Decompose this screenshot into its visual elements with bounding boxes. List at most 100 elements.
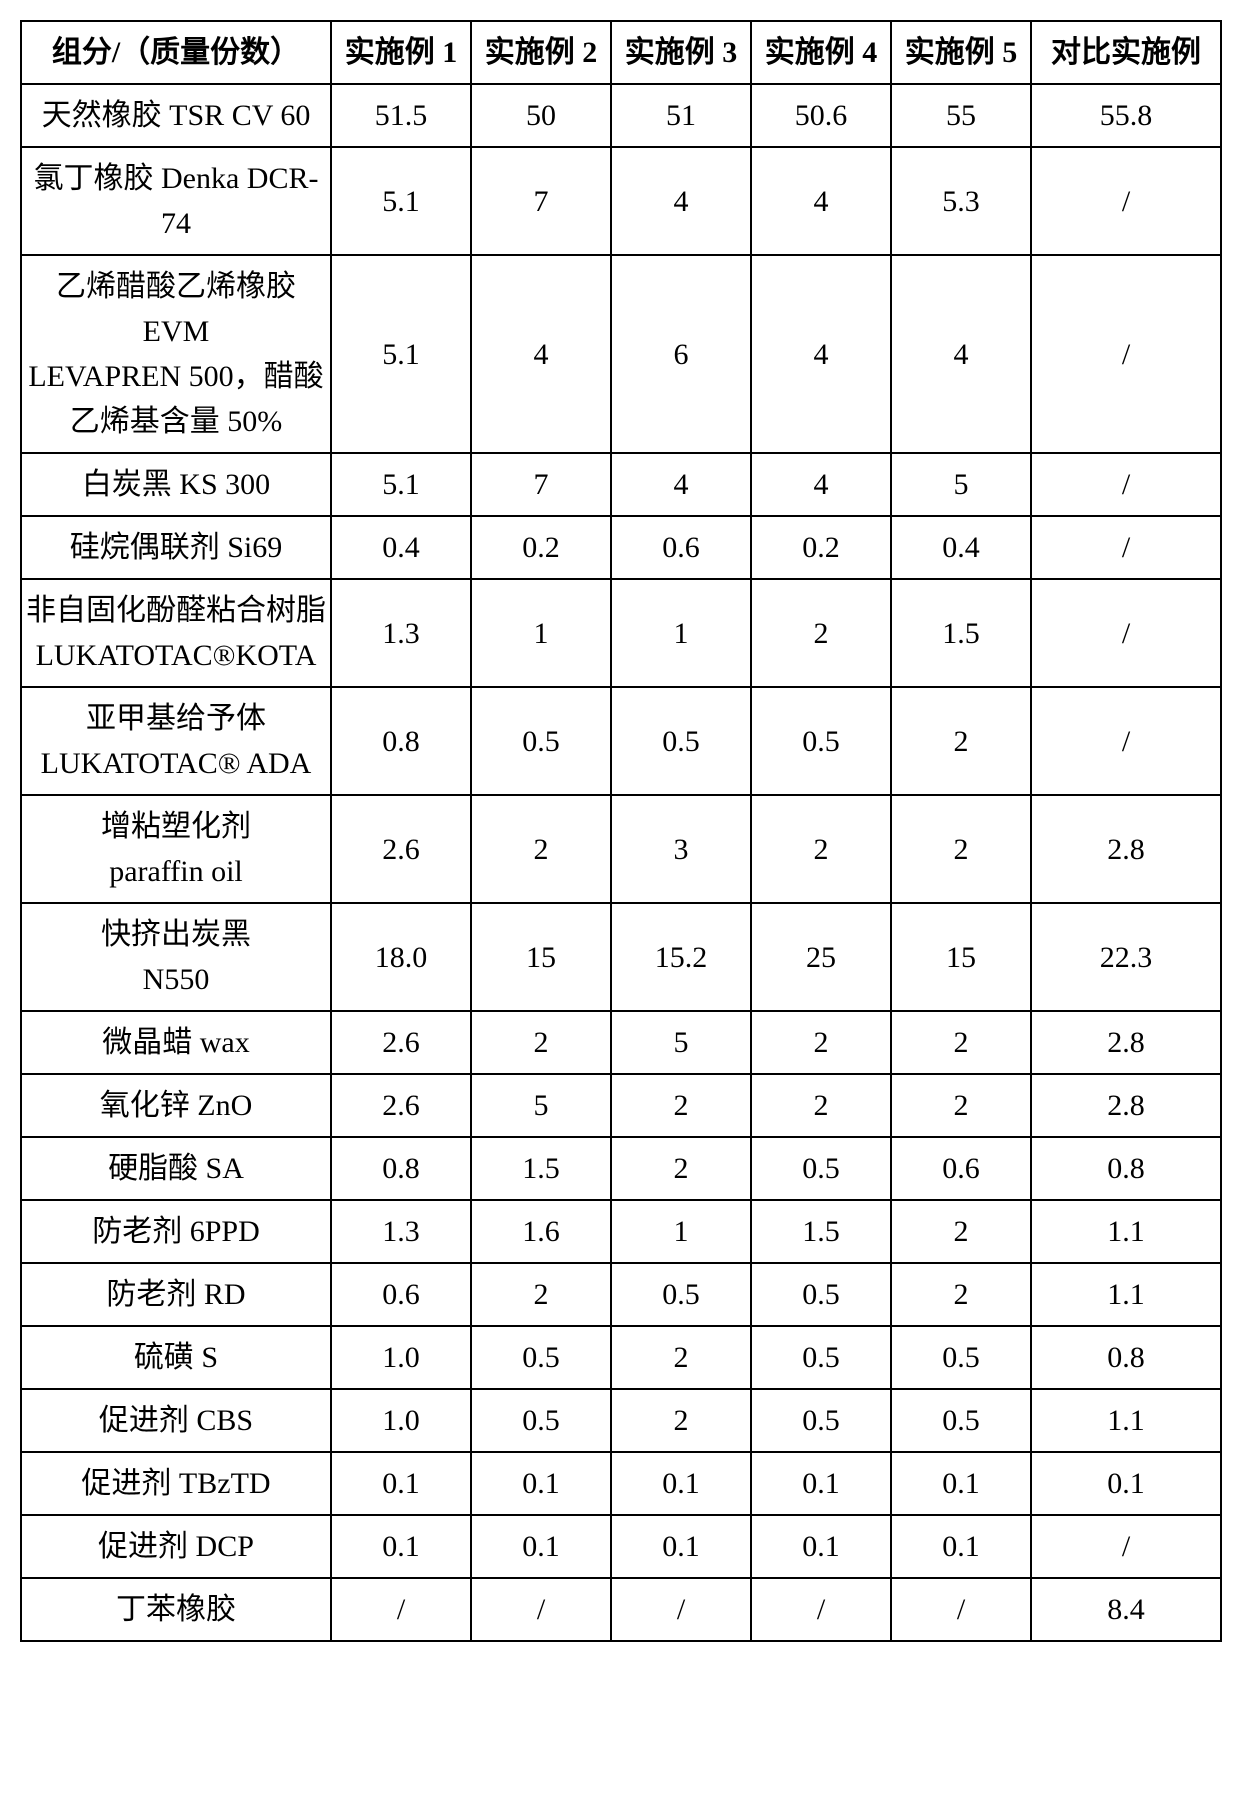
- value-cell: 1.5: [891, 579, 1031, 687]
- value-cell: 2: [751, 579, 891, 687]
- value-cell: /: [1031, 516, 1221, 579]
- value-cell: 1: [611, 579, 751, 687]
- row-label: 促进剂 TBzTD: [21, 1452, 331, 1515]
- table-row: 硫磺 S1.00.520.50.50.8: [21, 1326, 1221, 1389]
- value-cell: 7: [471, 147, 611, 255]
- value-cell: /: [611, 1578, 751, 1641]
- table-row: 非自固化酚醛粘合树脂LUKATOTAC®KOTA1.31121.5/: [21, 579, 1221, 687]
- value-cell: 4: [751, 147, 891, 255]
- value-cell: 4: [891, 255, 1031, 453]
- value-cell: 0.1: [751, 1452, 891, 1515]
- composition-table: 组分/（质量份数） 实施例 1 实施例 2 实施例 3 实施例 4 实施例 5 …: [20, 20, 1222, 1642]
- row-label: 氧化锌 ZnO: [21, 1074, 331, 1137]
- value-cell: 0.5: [751, 1263, 891, 1326]
- value-cell: 2: [611, 1326, 751, 1389]
- value-cell: 1.1: [1031, 1389, 1221, 1452]
- value-cell: /: [1031, 453, 1221, 516]
- value-cell: /: [471, 1578, 611, 1641]
- value-cell: 15.2: [611, 903, 751, 1011]
- value-cell: 0.5: [891, 1389, 1031, 1452]
- table-row: 快挤出炭黑N55018.01515.2251522.3: [21, 903, 1221, 1011]
- value-cell: 7: [471, 453, 611, 516]
- table-row: 氧化锌 ZnO2.652222.8: [21, 1074, 1221, 1137]
- value-cell: 2: [471, 795, 611, 903]
- row-label: 氯丁橡胶 Denka DCR-74: [21, 147, 331, 255]
- value-cell: 1.6: [471, 1200, 611, 1263]
- row-label: 微晶蜡 wax: [21, 1011, 331, 1074]
- header-cell: 实施例 5: [891, 21, 1031, 84]
- value-cell: 0.1: [471, 1452, 611, 1515]
- value-cell: 2.6: [331, 795, 471, 903]
- value-cell: 0.5: [471, 1389, 611, 1452]
- value-cell: 8.4: [1031, 1578, 1221, 1641]
- row-label: 防老剂 RD: [21, 1263, 331, 1326]
- value-cell: 2: [891, 1011, 1031, 1074]
- table-row: 丁苯橡胶/////8.4: [21, 1578, 1221, 1641]
- table-row: 促进剂 CBS1.00.520.50.51.1: [21, 1389, 1221, 1452]
- value-cell: 18.0: [331, 903, 471, 1011]
- header-cell: 实施例 4: [751, 21, 891, 84]
- value-cell: /: [1031, 1515, 1221, 1578]
- table-row: 促进剂 TBzTD0.10.10.10.10.10.1: [21, 1452, 1221, 1515]
- table-row: 氯丁橡胶 Denka DCR-745.17445.3/: [21, 147, 1221, 255]
- table-row: 增粘塑化剂paraffin oil2.623222.8: [21, 795, 1221, 903]
- value-cell: 2.8: [1031, 795, 1221, 903]
- value-cell: 2: [751, 1074, 891, 1137]
- value-cell: 5.1: [331, 453, 471, 516]
- value-cell: /: [1031, 255, 1221, 453]
- value-cell: 0.1: [1031, 1452, 1221, 1515]
- value-cell: 1.3: [331, 1200, 471, 1263]
- row-label: 防老剂 6PPD: [21, 1200, 331, 1263]
- value-cell: 2.8: [1031, 1074, 1221, 1137]
- value-cell: /: [1031, 147, 1221, 255]
- table-row: 白炭黑 KS 3005.17445/: [21, 453, 1221, 516]
- table-head: 组分/（质量份数） 实施例 1 实施例 2 实施例 3 实施例 4 实施例 5 …: [21, 21, 1221, 84]
- value-cell: 1.5: [471, 1137, 611, 1200]
- value-cell: 1.3: [331, 579, 471, 687]
- value-cell: 2.6: [331, 1011, 471, 1074]
- value-cell: 2: [891, 1263, 1031, 1326]
- table-row: 微晶蜡 wax2.625222.8: [21, 1011, 1221, 1074]
- row-label: 丁苯橡胶: [21, 1578, 331, 1641]
- value-cell: 1: [611, 1200, 751, 1263]
- value-cell: 4: [611, 453, 751, 516]
- value-cell: 1: [471, 579, 611, 687]
- value-cell: 0.2: [471, 516, 611, 579]
- value-cell: /: [1031, 687, 1221, 795]
- value-cell: 2: [891, 687, 1031, 795]
- value-cell: 0.1: [891, 1515, 1031, 1578]
- value-cell: 5: [611, 1011, 751, 1074]
- header-cell: 实施例 3: [611, 21, 751, 84]
- value-cell: 1.0: [331, 1326, 471, 1389]
- value-cell: 55.8: [1031, 84, 1221, 147]
- value-cell: /: [751, 1578, 891, 1641]
- header-cell: 实施例 2: [471, 21, 611, 84]
- value-cell: 55: [891, 84, 1031, 147]
- value-cell: /: [891, 1578, 1031, 1641]
- value-cell: 2: [611, 1137, 751, 1200]
- header-row: 组分/（质量份数） 实施例 1 实施例 2 实施例 3 实施例 4 实施例 5 …: [21, 21, 1221, 84]
- value-cell: 2: [891, 1074, 1031, 1137]
- value-cell: 2.6: [331, 1074, 471, 1137]
- value-cell: 2: [751, 1011, 891, 1074]
- value-cell: 0.5: [611, 687, 751, 795]
- value-cell: 4: [751, 453, 891, 516]
- value-cell: 4: [751, 255, 891, 453]
- row-label: 亚甲基给予体LUKATOTAC® ADA: [21, 687, 331, 795]
- value-cell: 0.6: [891, 1137, 1031, 1200]
- value-cell: 25: [751, 903, 891, 1011]
- row-label: 促进剂 CBS: [21, 1389, 331, 1452]
- value-cell: 0.1: [471, 1515, 611, 1578]
- row-label: 快挤出炭黑N550: [21, 903, 331, 1011]
- value-cell: 22.3: [1031, 903, 1221, 1011]
- row-label: 乙烯醋酸乙烯橡胶EVMLEVAPREN 500，醋酸乙烯基含量 50%: [21, 255, 331, 453]
- row-label: 增粘塑化剂paraffin oil: [21, 795, 331, 903]
- value-cell: 5.1: [331, 255, 471, 453]
- value-cell: 50.6: [751, 84, 891, 147]
- table-row: 硬脂酸 SA0.81.520.50.60.8: [21, 1137, 1221, 1200]
- value-cell: 0.5: [611, 1263, 751, 1326]
- value-cell: 3: [611, 795, 751, 903]
- value-cell: 0.8: [1031, 1137, 1221, 1200]
- table-row: 天然橡胶 TSR CV 6051.5505150.65555.8: [21, 84, 1221, 147]
- value-cell: 1.0: [331, 1389, 471, 1452]
